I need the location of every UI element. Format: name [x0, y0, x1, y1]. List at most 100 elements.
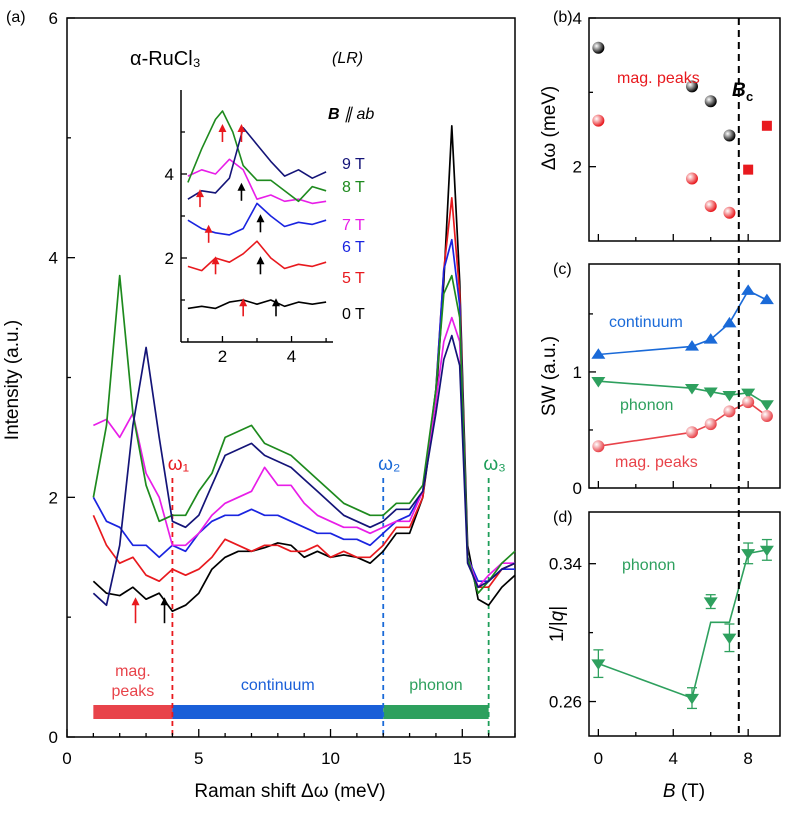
inset-lines [187, 110, 327, 310]
y-axis-title-q: q [547, 610, 568, 621]
y-tick-label: 1 [573, 363, 582, 382]
band-bar [93, 705, 173, 719]
data-point [723, 405, 736, 418]
inset-x-tick-label: 2 [218, 347, 227, 366]
data-point [685, 172, 698, 185]
mag-peaks-label: mag. peaks [617, 70, 700, 87]
x-tick-label: 10 [321, 749, 340, 768]
frequency-markers: ω₁ ω₂ ω₃ [168, 454, 506, 737]
band-label: mag. [115, 663, 151, 680]
series-label: phonon [620, 397, 673, 414]
data-point [742, 396, 755, 409]
data-triangle-down [684, 693, 699, 705]
y-axis-title: Intensity (a.u.) [2, 320, 23, 440]
inset-title: B ∥ ab [328, 106, 374, 123]
band-label: peaks [112, 683, 155, 700]
inset-arrow-head [237, 124, 246, 132]
peak-arrow-head [160, 597, 169, 606]
y-tick-label: 6 [49, 9, 58, 28]
panel-d: (d) 0.26 0.34 0 4 8 phonon 1/|q| B (T) [547, 509, 781, 802]
y-tick-label: 2 [573, 158, 582, 177]
x-axis-title: B (T) [663, 781, 705, 802]
inset-legend-entry: 5 T [342, 270, 365, 287]
panel-frame [588, 511, 781, 737]
panel-d-label: (d) [553, 509, 573, 526]
y-axis-title-pre: 1/| [547, 621, 568, 642]
inset-legend-entry: 9 T [342, 156, 365, 173]
panel-a: (a) mag. peaks continuum phonon ω₁ ω₂ ω₃ 0 5 10… [2, 9, 516, 802]
inset-arrow-head [272, 298, 280, 307]
spectrum-line [92, 334, 516, 607]
x-tick-label: 0 [62, 749, 71, 768]
inset-line [187, 110, 327, 203]
data-triangle-down [684, 383, 699, 395]
polarization-label: (LR) [332, 50, 363, 67]
inset-legend-entry: 8 T [342, 179, 365, 196]
inset-y-tick-label: 2 [165, 249, 174, 268]
inset-line [187, 299, 327, 310]
data-triangle-up [759, 293, 774, 305]
inset-legend-entry: 0 T [342, 306, 365, 323]
data-triangle-down [722, 390, 737, 402]
y-axis-title: 1/|q| [547, 606, 568, 642]
marker-label: ω₃ [483, 454, 506, 475]
x-tick-label: 15 [453, 749, 472, 768]
bc-subscript: c [746, 89, 753, 104]
data-point [704, 200, 717, 213]
main-arrows [131, 597, 169, 624]
data-triangle-down [722, 633, 737, 645]
panel-c: (c) 0 1 continuum phonon mag. peaks SW (a.u.) [539, 261, 781, 498]
inset-line [187, 127, 327, 200]
panel-c-label: (c) [553, 261, 572, 278]
x-axis-title-b: B [663, 781, 676, 802]
data-triangle-up [703, 333, 718, 344]
series-line [598, 380, 768, 406]
data-point [592, 440, 605, 453]
spectrum-line [92, 196, 516, 589]
data-triangle-down [759, 545, 774, 557]
panel-a-label: (a) [6, 9, 26, 26]
inset-title-rest: ∥ ab [340, 106, 375, 123]
series-label: continuum [609, 314, 683, 331]
spectra-lines [92, 125, 516, 613]
data-triangle-up [722, 316, 737, 328]
data-triangle-down [703, 597, 718, 608]
x-tick-label: 4 [669, 749, 678, 768]
data-triangle-down [591, 377, 606, 388]
marker-label: ω₂ [378, 454, 400, 475]
series-label: mag. peaks [615, 454, 698, 471]
inset-legend-entry: 6 T [342, 239, 365, 256]
inset-arrow-head [256, 214, 265, 223]
data-point [685, 426, 698, 439]
panel-b-label: (b) [553, 9, 573, 26]
band-bar [383, 705, 489, 719]
data-point [592, 114, 605, 127]
marker-label: ω₁ [168, 454, 189, 475]
data-point [592, 41, 605, 54]
data-triangle-up [741, 284, 756, 295]
panel-frame [588, 17, 781, 242]
band-label: phonon [409, 677, 462, 694]
data-point [760, 410, 773, 423]
data-triangle-up [591, 348, 606, 359]
inset-arrow-head [218, 124, 227, 132]
inset-legend: 0 T 5 T 6 T 7 T 8 T 9 T [342, 156, 365, 323]
inset-title-b: B [328, 106, 340, 123]
x-tick-label: 0 [594, 749, 603, 768]
x-tick-label: 8 [743, 749, 752, 768]
inset-x-tick-label: 4 [287, 347, 296, 366]
inset-plot: 2 2 4 4 B ∥ ab 0 T 5 T 6 T 7 T 8 T 9 T [165, 90, 374, 366]
data-triangle-down [591, 659, 606, 670]
phonon-label: phonon [622, 557, 675, 574]
y-axis-title-post: | [547, 606, 568, 611]
data-triangle-down [759, 400, 774, 411]
inset-arrow-head [239, 298, 248, 307]
inset-arrow-head [204, 224, 213, 233]
data-triangle-down [741, 388, 756, 400]
material-label: α-RuCl₃ [130, 48, 201, 70]
panel-frame [588, 263, 781, 489]
data-point [723, 129, 736, 142]
y-tick-label: 0 [573, 479, 582, 498]
inset-arrow-head [237, 182, 246, 191]
